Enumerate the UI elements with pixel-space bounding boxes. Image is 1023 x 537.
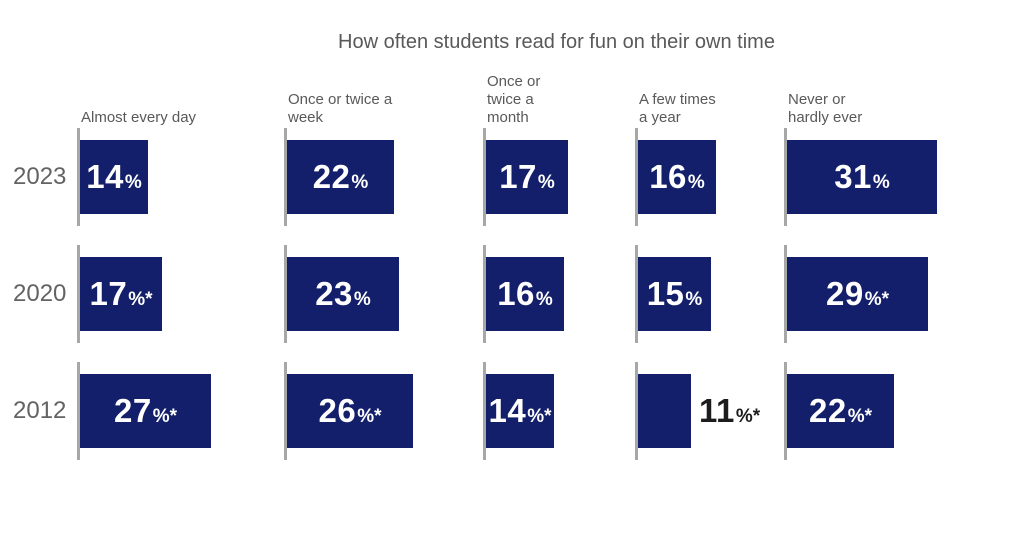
bar: 11 %* [638, 374, 760, 448]
bar-value-suffix: % [537, 172, 555, 193]
bar-value: 27 [113, 392, 152, 429]
bar-value-suffix: %* [847, 406, 872, 427]
bar-value: 14 [86, 158, 124, 195]
bar-value: 11 [699, 392, 735, 429]
bar-value: 16 [649, 158, 687, 195]
bar-label: 22% [313, 158, 369, 196]
bar-value: 17 [89, 275, 128, 312]
bar-label: 22 %* [809, 392, 872, 430]
bar-value: 16 [497, 275, 535, 312]
bar-label: 16% [649, 158, 705, 196]
bar: 23% [287, 257, 399, 331]
bar-label: 14 %* [488, 392, 551, 430]
bar-value-suffix: % [685, 289, 703, 310]
bar: 14% [80, 140, 148, 214]
bar-value-suffix: % [535, 289, 553, 310]
bar-value: 22 [808, 392, 847, 429]
bar-value: 22 [312, 158, 351, 195]
bar-value-suffix: %* [735, 406, 761, 427]
axis-tick [77, 362, 80, 460]
axis-tick [483, 128, 486, 226]
bar-label: 27 %* [114, 392, 177, 430]
bar-value-suffix: %* [152, 406, 177, 427]
bar: 17% [486, 140, 568, 214]
bar-label: 17% [499, 158, 555, 196]
bar: 31% [787, 140, 937, 214]
axis-tick [784, 362, 787, 460]
axis-tick [284, 128, 287, 226]
bar-value: 17 [499, 158, 537, 195]
axis-tick [483, 245, 486, 343]
axis-tick [77, 245, 80, 343]
bar-value: 14 [488, 392, 527, 429]
bar-label: 26 %* [318, 392, 381, 430]
bar-value-suffix: % [687, 172, 705, 193]
bar-label: 11 %* [699, 392, 760, 430]
bar-value-suffix: %* [527, 406, 552, 427]
bar-value: 15 [646, 275, 685, 312]
bar: 16% [638, 140, 716, 214]
bar: 16% [486, 257, 564, 331]
bar-value-suffix: % [353, 289, 371, 310]
bar-value: 29 [825, 275, 864, 312]
bar-value: 23 [315, 275, 353, 312]
axis-tick [284, 362, 287, 460]
bar-value-suffix: % [124, 172, 142, 193]
bar-label: 16% [497, 275, 553, 313]
year-label-2012: 2012 [13, 397, 67, 424]
column-header-few-times-year: A few times a year [639, 91, 716, 126]
axis-tick [635, 362, 638, 460]
bar-value: 26 [318, 392, 357, 429]
column-header-once-twice-week: Once or twice a week [288, 91, 393, 126]
bar: 26 %* [287, 374, 413, 448]
year-label-2023: 2023 [13, 163, 67, 190]
bar-label: 31% [834, 158, 890, 196]
column-header-once-twice-month: Once or twice a month [487, 73, 541, 126]
bar: 14 %* [486, 374, 554, 448]
bar: 15% [638, 257, 711, 331]
axis-tick [77, 128, 80, 226]
year-label-2020: 2020 [13, 280, 67, 307]
bar-label: 15% [647, 275, 703, 313]
bar: 22 %* [787, 374, 894, 448]
bar-label: 29 %* [826, 275, 889, 313]
axis-tick [784, 245, 787, 343]
axis-tick [784, 128, 787, 226]
bar-label: 14% [86, 158, 142, 196]
bar: 27 %* [80, 374, 211, 448]
bar-value-suffix: %* [128, 289, 153, 310]
bar-label: 23% [315, 275, 371, 313]
bar-value-suffix: % [351, 172, 369, 193]
axis-tick [635, 128, 638, 226]
column-header-almost-every-day: Almost every day [81, 109, 197, 126]
bar-value-suffix: %* [357, 406, 382, 427]
axis-tick [284, 245, 287, 343]
chart-title: How often students read for fun on their… [338, 31, 775, 53]
bar-value-suffix: % [872, 172, 890, 193]
bar: 22% [287, 140, 394, 214]
axis-tick [483, 362, 486, 460]
bar-label: 17 %* [89, 275, 152, 313]
bar-value: 31 [834, 158, 872, 195]
bar: 17 %* [80, 257, 162, 331]
bar: 29 %* [787, 257, 928, 331]
column-header-never-hardly-ever: Never or hardly ever [788, 91, 863, 126]
bar-value-suffix: %* [864, 289, 889, 310]
axis-tick [635, 245, 638, 343]
